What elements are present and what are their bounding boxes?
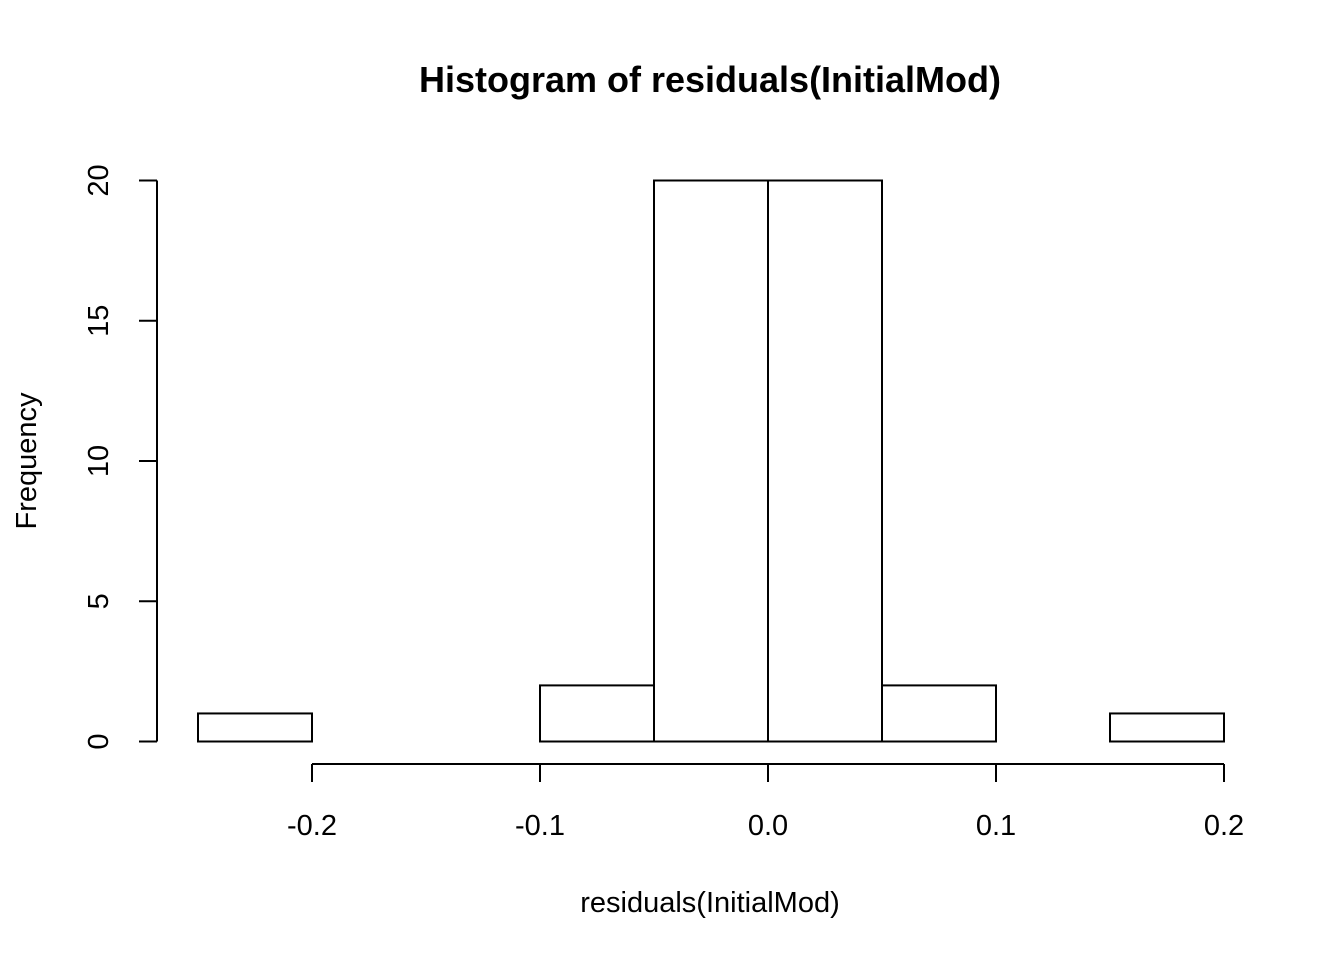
bars-group: [197, 179, 1225, 743]
chart-title: Histogram of residuals(InitialMod): [419, 59, 1001, 100]
histogram-bar-4: [653, 179, 769, 743]
x-axis-label: residuals(InitialMod): [580, 887, 840, 919]
y-tick-label-1: 5: [83, 593, 115, 609]
y-axis: 0 5 10 15 20: [83, 164, 158, 750]
histogram-bar-3: [539, 684, 655, 743]
y-tick-label-2: 10: [83, 445, 115, 477]
x-tick-label-3: 0.1: [976, 810, 1016, 842]
y-axis-label: Frequency: [11, 392, 43, 530]
y-tick-label-3: 15: [83, 305, 115, 337]
histogram-bar-6: [881, 684, 997, 743]
histogram-bar-8: [1109, 712, 1225, 743]
y-tick-label-4: 20: [83, 164, 115, 196]
x-tick-label-1: -0.1: [515, 810, 565, 842]
x-axis: -0.2 -0.1 0.0 0.1 0.2: [287, 763, 1244, 842]
histogram-bar-0: [197, 712, 313, 743]
x-tick-label-0: -0.2: [287, 810, 337, 842]
y-tick-label-0: 0: [83, 733, 115, 749]
x-tick-label-4: 0.2: [1204, 810, 1244, 842]
x-tick-label-2: 0.0: [748, 810, 788, 842]
histogram-bar-5: [767, 179, 883, 743]
